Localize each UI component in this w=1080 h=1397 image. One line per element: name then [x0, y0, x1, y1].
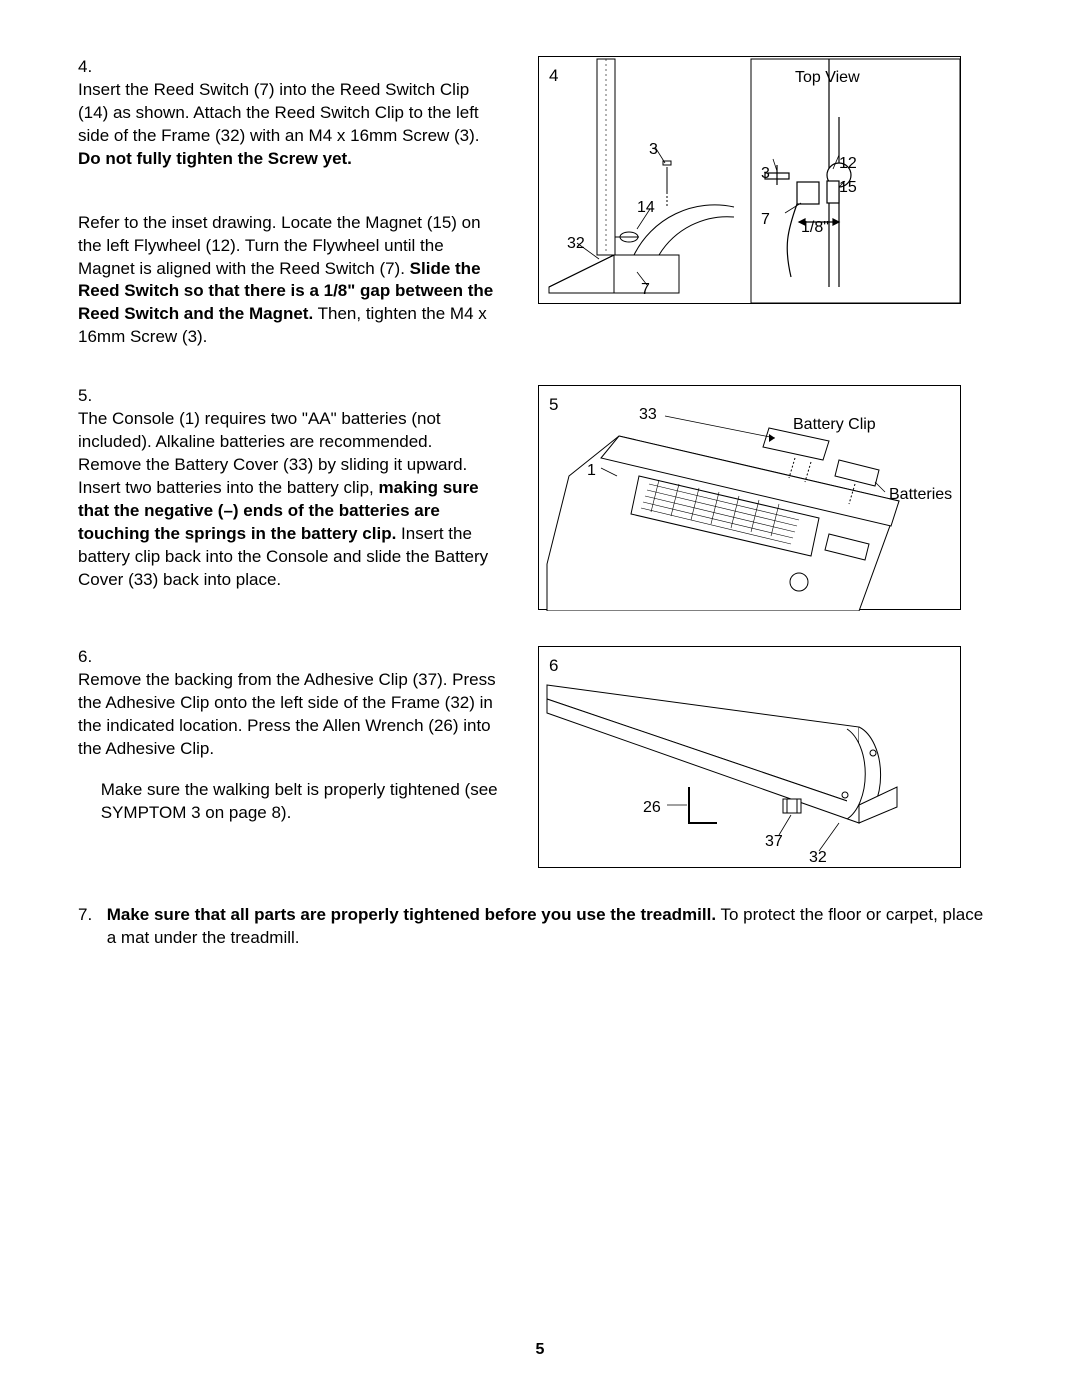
figure-4-drawing — [539, 57, 962, 305]
label-12: 12 — [839, 153, 857, 175]
label-15: 15 — [839, 177, 857, 199]
step-6-number: 6. — [78, 646, 102, 669]
label-37: 37 — [765, 831, 783, 853]
step-5-text: 5. The Console (1) requires two "AA" bat… — [78, 385, 538, 591]
label-7b: 7 — [641, 279, 650, 301]
figure-5-number: 5 — [549, 394, 558, 417]
label-26: 26 — [643, 797, 661, 819]
step-5-p1: The Console (1) requires two "AA" batter… — [78, 408, 498, 592]
label-7a: 7 — [761, 209, 770, 231]
step-6-text: 6. Remove the backing from the Adhesive … — [78, 646, 538, 825]
step-6-p2: Make sure the walking belt is properly t… — [101, 779, 521, 825]
manual-page: 4. Insert the Reed Switch (7) into the R… — [0, 0, 1080, 990]
figure-4: 4 — [538, 56, 961, 304]
label-batteries: Batteries — [889, 484, 952, 506]
figure-6-drawing — [539, 647, 962, 869]
step-5-number: 5. — [78, 385, 102, 408]
label-32: 32 — [567, 233, 585, 255]
step-4-p1a: Insert the Reed Switch (7) into the Reed… — [78, 80, 480, 145]
label-battery-clip: Battery Clip — [793, 414, 876, 436]
step-6-row: 6. Remove the backing from the Adhesive … — [78, 646, 1002, 868]
label-32-6: 32 — [809, 847, 827, 869]
step-4-p1: Insert the Reed Switch (7) into the Reed… — [78, 79, 498, 171]
label-3a: 3 — [649, 139, 658, 161]
step-7-number: 7. — [78, 904, 102, 927]
step-5-row: 5. The Console (1) requires two "AA" bat… — [78, 385, 1002, 610]
label-1: 1 — [587, 460, 596, 482]
figure-5: 5 — [538, 385, 961, 610]
step-4-p1b: Do not fully tighten the Screw yet. — [78, 149, 352, 168]
label-gap: 1/8" — [801, 217, 829, 239]
step-7-p1a: Make sure that all parts are properly ti… — [107, 905, 716, 924]
label-14: 14 — [637, 197, 655, 219]
step-7-p1: Make sure that all parts are properly ti… — [107, 904, 987, 950]
figure-4-number: 4 — [549, 65, 558, 88]
step-4-row: 4. Insert the Reed Switch (7) into the R… — [78, 56, 1002, 349]
step-4-text: 4. Insert the Reed Switch (7) into the R… — [78, 56, 538, 349]
step-4-number: 4. — [78, 56, 102, 79]
step-7-row: 7. Make sure that all parts are properly… — [78, 904, 1002, 950]
step-4-p2: Refer to the inset drawing. Locate the M… — [78, 212, 498, 350]
label-3b: 3 — [761, 163, 770, 185]
figure-6: 6 — [538, 646, 961, 868]
label-33: 33 — [639, 404, 657, 426]
step-6-p1: Remove the backing from the Adhesive Cli… — [78, 669, 498, 761]
page-number: 5 — [0, 1339, 1080, 1361]
figure-6-number: 6 — [549, 655, 558, 678]
label-top-view: Top View — [795, 67, 860, 89]
